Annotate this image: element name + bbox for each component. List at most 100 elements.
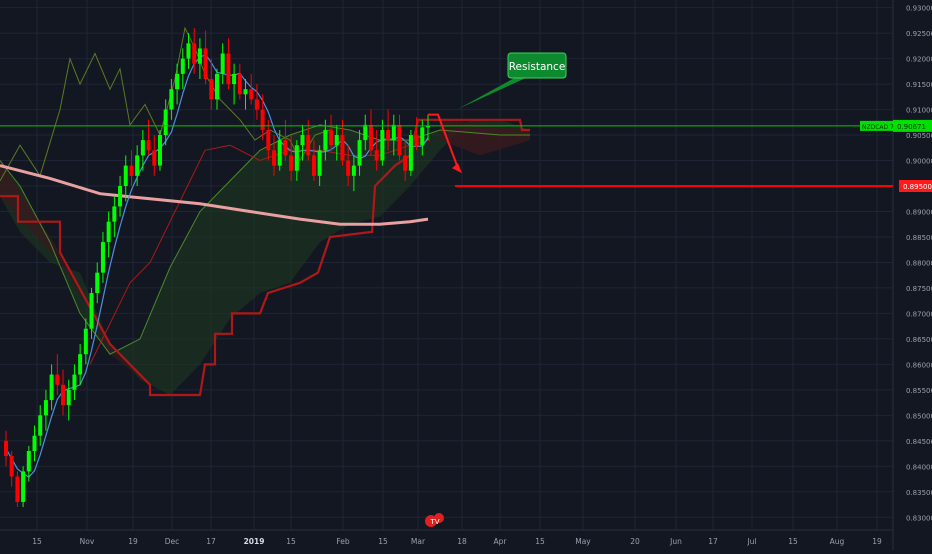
target-price-bg xyxy=(899,180,932,193)
candle-body xyxy=(420,127,425,146)
x-tick-label: 15 xyxy=(286,537,296,546)
candle-body xyxy=(403,155,408,171)
candle-body xyxy=(334,135,339,146)
annotations: Resistance xyxy=(458,52,567,109)
candle-body xyxy=(374,150,379,161)
candle-body xyxy=(21,471,26,502)
candle-body xyxy=(55,374,60,385)
callout-label: Resistance xyxy=(509,61,566,73)
time-axis[interactable]: 15 Nov 19 Dec 17 2019 15 Feb 15 Mar 18 Apr 15 May 20 Ju… xyxy=(32,537,882,546)
x-tick-label: 17 xyxy=(206,537,216,546)
candle-body xyxy=(95,272,100,294)
candle-body xyxy=(135,155,140,176)
x-tick-label: 19 xyxy=(128,537,138,546)
cloud-area xyxy=(0,119,530,396)
candle-body xyxy=(186,43,191,59)
x-tick-label: Apr xyxy=(494,537,508,546)
candle-body xyxy=(4,440,8,457)
last-price-bg xyxy=(893,119,932,132)
x-tick-label: 2019 xyxy=(244,537,265,546)
candle-body xyxy=(146,140,151,151)
candles xyxy=(4,28,430,508)
x-tick-label: 18 xyxy=(457,537,467,546)
candle-body xyxy=(323,129,328,151)
candle-body xyxy=(226,53,231,85)
x-tick-label: 17 xyxy=(708,537,718,546)
ichimoku-cloud xyxy=(0,119,530,396)
candle-body xyxy=(38,415,43,436)
x-tick-label: 19 xyxy=(872,537,882,546)
candle-body xyxy=(129,165,134,176)
candle-body xyxy=(169,89,174,110)
candle-body xyxy=(266,129,271,151)
candle-body xyxy=(317,150,322,176)
tv-watermark[interactable]: TV xyxy=(425,513,444,527)
candle-body xyxy=(61,384,66,406)
candle-body xyxy=(220,53,225,74)
forecast-arrow-head xyxy=(452,163,462,174)
symbol-tag-bg xyxy=(860,120,893,131)
candle-body xyxy=(49,374,54,401)
x-tick-label: Aug xyxy=(830,537,845,546)
candle-body xyxy=(357,140,362,166)
candle-body xyxy=(106,221,111,243)
candle-body xyxy=(260,109,265,130)
candle-body xyxy=(249,89,254,100)
candle-body xyxy=(89,293,94,329)
candle-body xyxy=(123,165,128,187)
candle-body xyxy=(380,129,385,161)
candle-body xyxy=(283,140,288,156)
target-price-label[interactable]: 0.89500 xyxy=(899,180,932,193)
x-tick-label: 15 xyxy=(535,537,545,546)
candle-body xyxy=(163,109,168,136)
candle-body xyxy=(300,135,305,146)
ma200-line xyxy=(0,164,429,226)
symbol-tag-text: NZDCAD 7.34S xyxy=(862,124,907,131)
candle-body xyxy=(203,48,208,79)
candle-body xyxy=(100,242,105,273)
candle-body xyxy=(414,135,419,146)
x-tick-label: Jul xyxy=(746,537,756,546)
candle-body xyxy=(175,73,180,90)
candle-body xyxy=(243,89,248,95)
candle-body xyxy=(112,206,117,222)
candle-body xyxy=(391,124,396,141)
candle-body xyxy=(118,186,123,207)
candle-body xyxy=(426,125,430,128)
x-tick-label: 15 xyxy=(788,537,798,546)
x-tick-label: Jun xyxy=(669,537,682,546)
forecast-arrow-line xyxy=(428,113,459,169)
x-tick-label: Nov xyxy=(80,537,95,546)
x-tick-label: May xyxy=(575,537,591,546)
resistance-callout[interactable]: Resistance xyxy=(458,52,567,109)
callout-box xyxy=(507,52,567,79)
last-price-text: 0.90671 xyxy=(897,123,926,131)
candle-body xyxy=(254,99,259,110)
candle-body xyxy=(192,43,197,64)
candle-body xyxy=(180,58,185,74)
candle-body xyxy=(232,73,237,85)
candle-body xyxy=(368,124,373,151)
x-tick-label: 20 xyxy=(630,537,640,546)
candle-body xyxy=(397,124,402,156)
candle-body xyxy=(83,328,88,355)
